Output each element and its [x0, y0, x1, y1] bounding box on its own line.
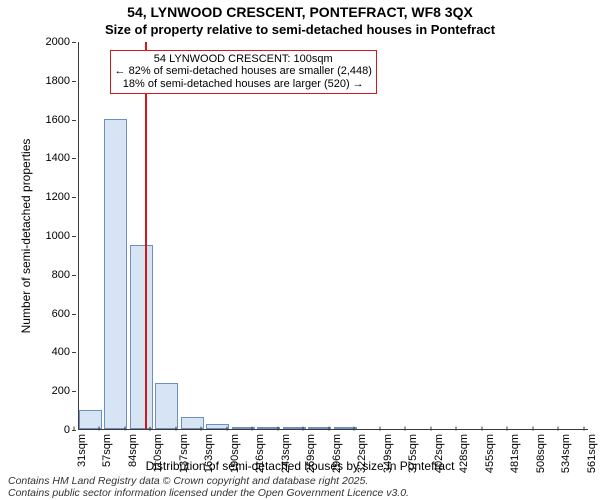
attribution-footer: Contains HM Land Registry data © Crown c…	[8, 475, 409, 500]
y-tick: 400	[34, 346, 70, 358]
y-tick: 1400	[34, 152, 70, 164]
y-tick: 1800	[34, 75, 70, 87]
annotation-line: ← 82% of semi-detached houses are smalle…	[115, 65, 372, 78]
histogram-bar	[104, 119, 127, 429]
y-tick: 1200	[34, 191, 70, 203]
y-tick: 600	[34, 308, 70, 320]
footer-line-2: Contains public sector information licen…	[8, 487, 409, 500]
y-axis-ticks: 0200400600800100012001400160018002000	[34, 42, 74, 430]
y-tick: 1600	[34, 114, 70, 126]
y-tick: 200	[34, 385, 70, 397]
y-tick: 800	[34, 269, 70, 281]
y-tick: 1000	[34, 230, 70, 242]
plot-area: 54 LYNWOOD CRESCENT: 100sqm← 82% of semi…	[78, 42, 588, 430]
histogram-bar	[155, 383, 178, 429]
y-axis-label: Number of semi-detached properties	[19, 139, 33, 334]
page-title: 54, LYNWOOD CRESCENT, PONTEFRACT, WF8 3Q…	[0, 0, 600, 22]
y-tick: 0	[34, 424, 70, 436]
annotation-line: 54 LYNWOOD CRESCENT: 100sqm	[115, 53, 372, 66]
reference-line	[145, 42, 147, 429]
histogram-bar	[130, 245, 153, 429]
footer-line-1: Contains HM Land Registry data © Crown c…	[8, 475, 409, 488]
y-tick: 2000	[34, 36, 70, 48]
annotation-box: 54 LYNWOOD CRESCENT: 100sqm← 82% of semi…	[110, 50, 377, 94]
x-axis-label: Distribution of semi-detached houses by …	[0, 459, 600, 473]
histogram-chart: Number of semi-detached properties 02004…	[26, 42, 592, 430]
page-subtitle: Size of property relative to semi-detach…	[0, 22, 600, 42]
histogram-bar	[308, 427, 331, 429]
annotation-line: 18% of semi-detached houses are larger (…	[115, 78, 372, 91]
